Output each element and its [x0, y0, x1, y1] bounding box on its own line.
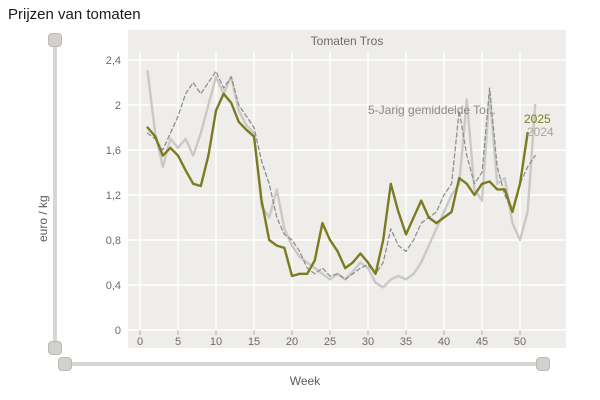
horizontal-zoom-slider[interactable]: [58, 356, 550, 372]
legend-label-2025[interactable]: 2025: [524, 112, 551, 126]
vertical-zoom-slider[interactable]: [47, 33, 63, 355]
price-line-chart[interactable]: 00,40,81,21,622,40 5 10 15 20 25 30 35 40 45 50: [95, 30, 566, 352]
chart-title: Tomaten Tros: [310, 34, 384, 48]
svg-text:1,6: 1,6: [106, 145, 121, 157]
series-annotation-average: 5-Jarig gemiddelde To...: [368, 103, 496, 117]
vertical-slider-handle-top[interactable]: [48, 33, 62, 47]
page-title: Prijzen van tomaten: [8, 6, 141, 23]
svg-text:15: 15: [248, 336, 260, 348]
svg-text:10: 10: [210, 336, 222, 348]
svg-text:0: 0: [137, 336, 143, 348]
x-axis-label: Week: [289, 374, 321, 388]
svg-text:0,8: 0,8: [106, 235, 121, 247]
svg-text:35: 35: [400, 336, 412, 348]
svg-text:40: 40: [438, 336, 450, 348]
svg-text:0,4: 0,4: [106, 280, 121, 292]
svg-text:45: 45: [476, 336, 488, 348]
horizontal-slider-handle-right[interactable]: [536, 357, 550, 371]
horizontal-slider-handle-left[interactable]: [58, 357, 72, 371]
svg-text:1,2: 1,2: [106, 190, 121, 202]
svg-text:2,4: 2,4: [106, 55, 121, 67]
legend-label-2024[interactable]: 2024: [527, 125, 554, 139]
svg-text:50: 50: [514, 336, 526, 348]
svg-text:20: 20: [286, 336, 298, 348]
svg-text:30: 30: [362, 336, 374, 348]
horizontal-slider-track[interactable]: [65, 362, 543, 366]
svg-text:2: 2: [115, 100, 121, 112]
svg-text:0: 0: [115, 325, 121, 337]
vertical-slider-handle-bottom[interactable]: [48, 341, 62, 355]
vertical-slider-track[interactable]: [53, 40, 57, 348]
svg-text:5: 5: [175, 336, 181, 348]
svg-text:25: 25: [324, 336, 336, 348]
